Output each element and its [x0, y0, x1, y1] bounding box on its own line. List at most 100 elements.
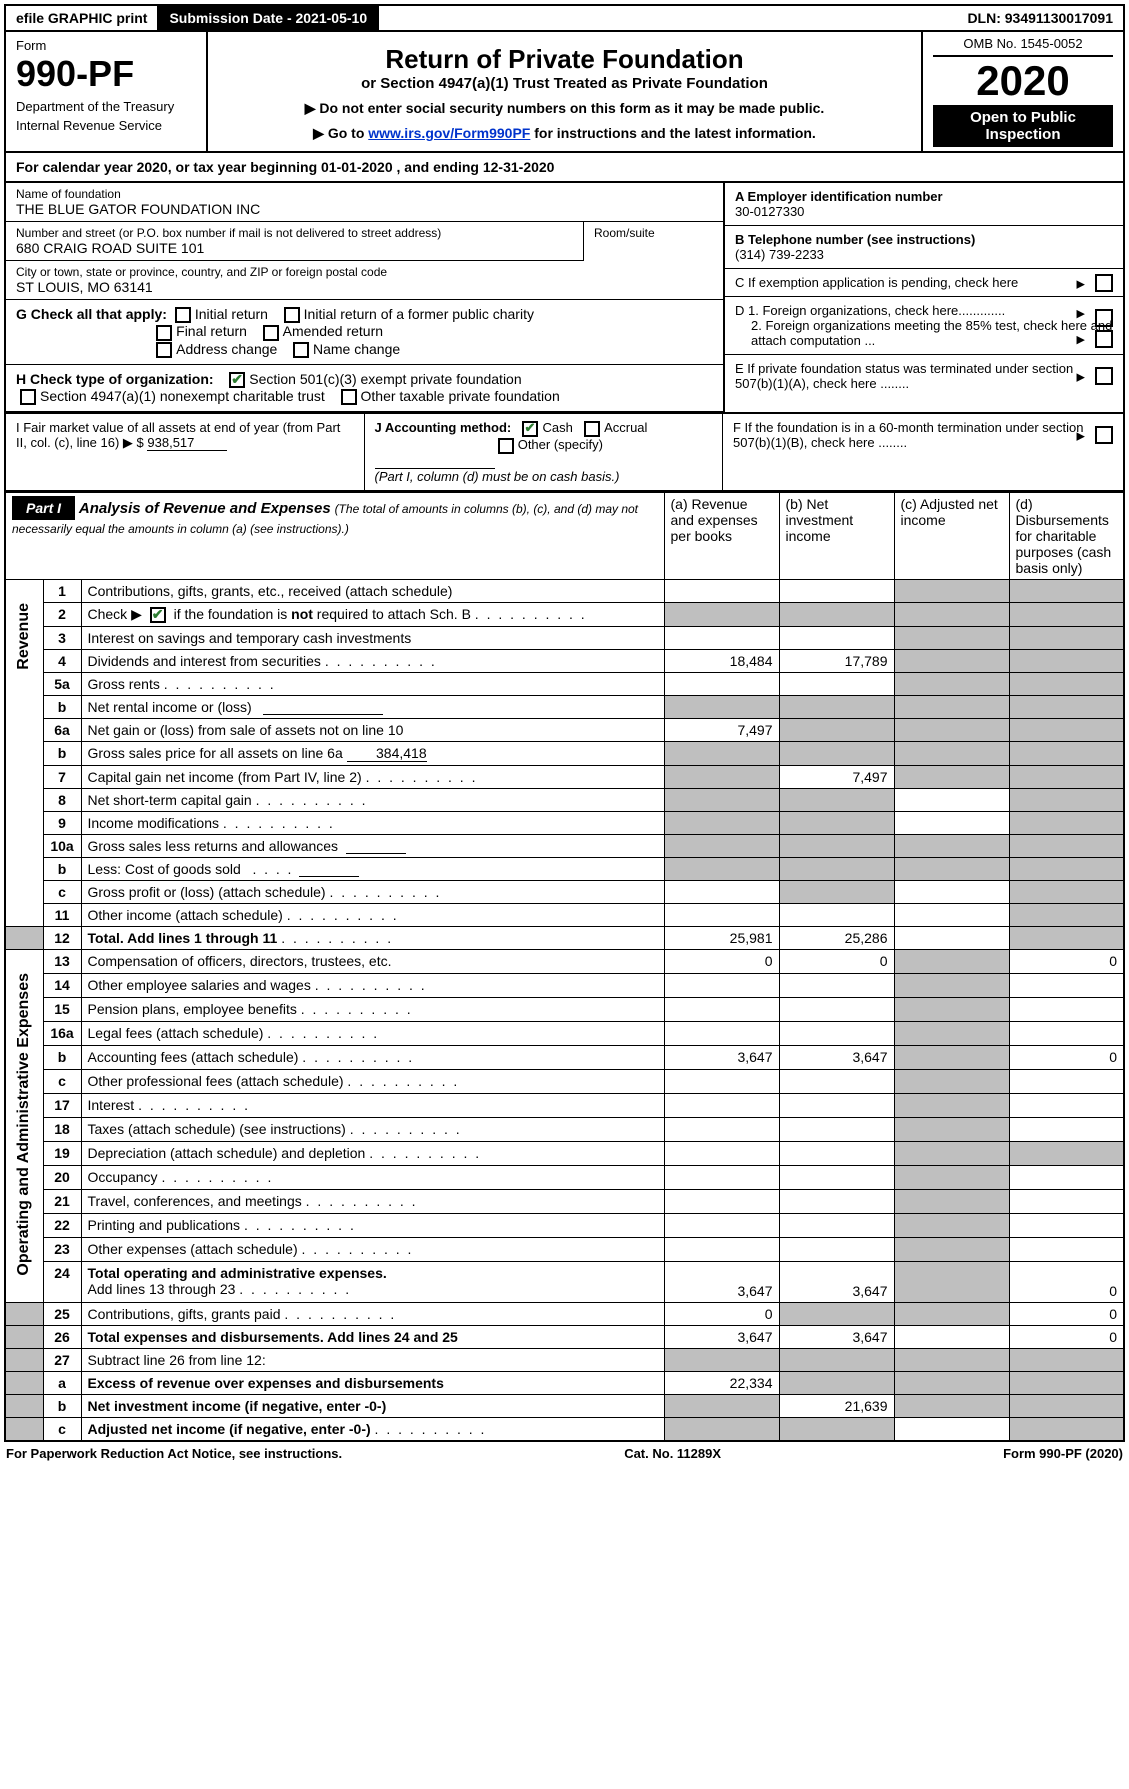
row-num: 7	[43, 765, 81, 788]
row-num: 27	[43, 1348, 81, 1371]
val-4b: 17,789	[779, 649, 894, 672]
cb-c[interactable]	[1095, 274, 1113, 292]
cb-f[interactable]	[1095, 426, 1113, 444]
page-footer: For Paperwork Reduction Act Notice, see …	[4, 1442, 1125, 1465]
row-desc: Pension plans, employee benefits	[81, 997, 664, 1021]
row-desc: Accounting fees (attach schedule)	[81, 1045, 664, 1069]
val-13d: 0	[1009, 949, 1124, 973]
row-desc: Income modifications	[81, 811, 664, 834]
row-desc: Gross sales price for all assets on line…	[81, 741, 664, 765]
ein-label: A Employer identification number	[735, 189, 943, 204]
omb-number: OMB No. 1545-0052	[933, 36, 1113, 57]
header-left: Form 990-PF Department of the Treasury I…	[6, 32, 206, 151]
cb-cash[interactable]	[522, 421, 538, 437]
row-num: c	[43, 880, 81, 903]
ein-cell: A Employer identification number 30-0127…	[725, 183, 1123, 226]
g-label: G Check all that apply:	[16, 306, 167, 322]
expenses-section-label: Operating and Administrative Expenses	[5, 949, 43, 1302]
e-terminated: E If private foundation status was termi…	[725, 355, 1123, 397]
row-desc: Other income (attach schedule)	[81, 903, 664, 926]
j-cash: Cash	[542, 420, 572, 435]
row-desc: Total expenses and disbursements. Add li…	[81, 1325, 664, 1348]
col-c-header: (c) Adjusted net income	[894, 492, 1009, 579]
phone-cell: B Telephone number (see instructions) (3…	[725, 226, 1123, 269]
row-desc: Total. Add lines 1 through 11	[81, 926, 664, 949]
arrow-icon	[1077, 275, 1089, 290]
foundation-name: THE BLUE GATOR FOUNDATION INC	[16, 201, 713, 217]
row-desc: Gross sales less returns and allowances	[81, 834, 664, 857]
val-6b: 384,418	[347, 745, 427, 762]
name-label: Name of foundation	[16, 187, 713, 201]
cb-address-change[interactable]	[156, 342, 172, 358]
row-desc: Interest	[81, 1093, 664, 1117]
cell-d	[1009, 579, 1124, 602]
irs-link[interactable]: www.irs.gov/Form990PF	[368, 125, 530, 141]
header-right: OMB No. 1545-0052 2020 Open to Public In…	[923, 32, 1123, 151]
open-inspection: Open to Public Inspection	[933, 105, 1113, 147]
g-item-4: Address change	[176, 341, 277, 357]
val-26d: 0	[1009, 1325, 1124, 1348]
info-grid: Name of foundation THE BLUE GATOR FOUNDA…	[4, 183, 1125, 414]
addr-label: Number and street (or P.O. box number if…	[16, 226, 573, 240]
cb-other-method[interactable]	[498, 438, 514, 454]
phone-label: B Telephone number (see instructions)	[735, 232, 975, 247]
cb-d2[interactable]	[1095, 330, 1113, 348]
cb-4947[interactable]	[20, 389, 36, 405]
cb-accrual[interactable]	[584, 421, 600, 437]
i-value: 938,517	[147, 435, 227, 451]
row-num: 21	[43, 1189, 81, 1213]
val-7b: 7,497	[779, 765, 894, 788]
row-num: 16a	[43, 1021, 81, 1045]
row-desc: Compensation of officers, directors, tru…	[81, 949, 664, 973]
row-desc: Less: Cost of goods sold . . . .	[81, 857, 664, 880]
val-24a: 3,647	[664, 1261, 779, 1302]
cb-initial-public[interactable]	[284, 307, 300, 323]
val-16ba: 3,647	[664, 1045, 779, 1069]
irs-label: Internal Revenue Service	[16, 118, 196, 133]
row-desc: Contributions, gifts, grants paid	[81, 1302, 664, 1325]
row-desc: Adjusted net income (if negative, enter …	[81, 1417, 664, 1441]
cb-initial-return[interactable]	[175, 307, 191, 323]
cb-final-return[interactable]	[156, 325, 172, 341]
h-check-row: H Check type of organization: Section 50…	[6, 365, 723, 413]
cb-amended[interactable]	[263, 325, 279, 341]
address-cell: Number and street (or P.O. box number if…	[6, 222, 583, 261]
cb-d1[interactable]	[1095, 309, 1113, 327]
row-num: 6a	[43, 718, 81, 741]
cb-name-change[interactable]	[293, 342, 309, 358]
row-num: 18	[43, 1117, 81, 1141]
form-label: Form	[16, 38, 196, 53]
inst2-post: for instructions and the latest informat…	[530, 125, 815, 141]
row-num: b	[43, 1394, 81, 1417]
row-desc: Net short-term capital gain	[81, 788, 664, 811]
val-26b: 3,647	[779, 1325, 894, 1348]
cell-b	[779, 579, 894, 602]
row-num: 23	[43, 1237, 81, 1261]
footer-left: For Paperwork Reduction Act Notice, see …	[6, 1446, 342, 1461]
j-label: J Accounting method:	[375, 420, 512, 435]
cb-sch-b[interactable]	[150, 607, 166, 623]
c-label: C If exemption application is pending, c…	[735, 275, 1018, 290]
row-num: 8	[43, 788, 81, 811]
cb-other-taxable[interactable]	[341, 389, 357, 405]
row-desc: Interest on savings and temporary cash i…	[81, 626, 664, 649]
col-b-header: (b) Net investment income	[779, 492, 894, 579]
val-25a: 0	[664, 1302, 779, 1325]
info-right: A Employer identification number 30-0127…	[723, 183, 1123, 412]
cb-e[interactable]	[1095, 367, 1113, 385]
row-desc: Excess of revenue over expenses and disb…	[81, 1371, 664, 1394]
row-num: 10a	[43, 834, 81, 857]
form-number: 990-PF	[16, 53, 196, 95]
cb-501c3[interactable]	[229, 372, 245, 388]
foundation-city: ST LOUIS, MO 63141	[16, 279, 713, 295]
f-block: F If the foundation is in a 60-month ter…	[723, 414, 1123, 489]
d2-label: 2. Foreign organizations meeting the 85%…	[735, 318, 1113, 348]
row-num: 1	[43, 579, 81, 602]
h-opt3: Other taxable private foundation	[361, 388, 560, 404]
h-opt1: Section 501(c)(3) exempt private foundat…	[249, 371, 521, 387]
info-left: Name of foundation THE BLUE GATOR FOUNDA…	[6, 183, 723, 412]
footer-mid: Cat. No. 11289X	[624, 1446, 721, 1461]
h-label: H Check type of organization:	[16, 371, 214, 387]
row-num: 4	[43, 649, 81, 672]
room-cell: Room/suite	[583, 222, 723, 261]
